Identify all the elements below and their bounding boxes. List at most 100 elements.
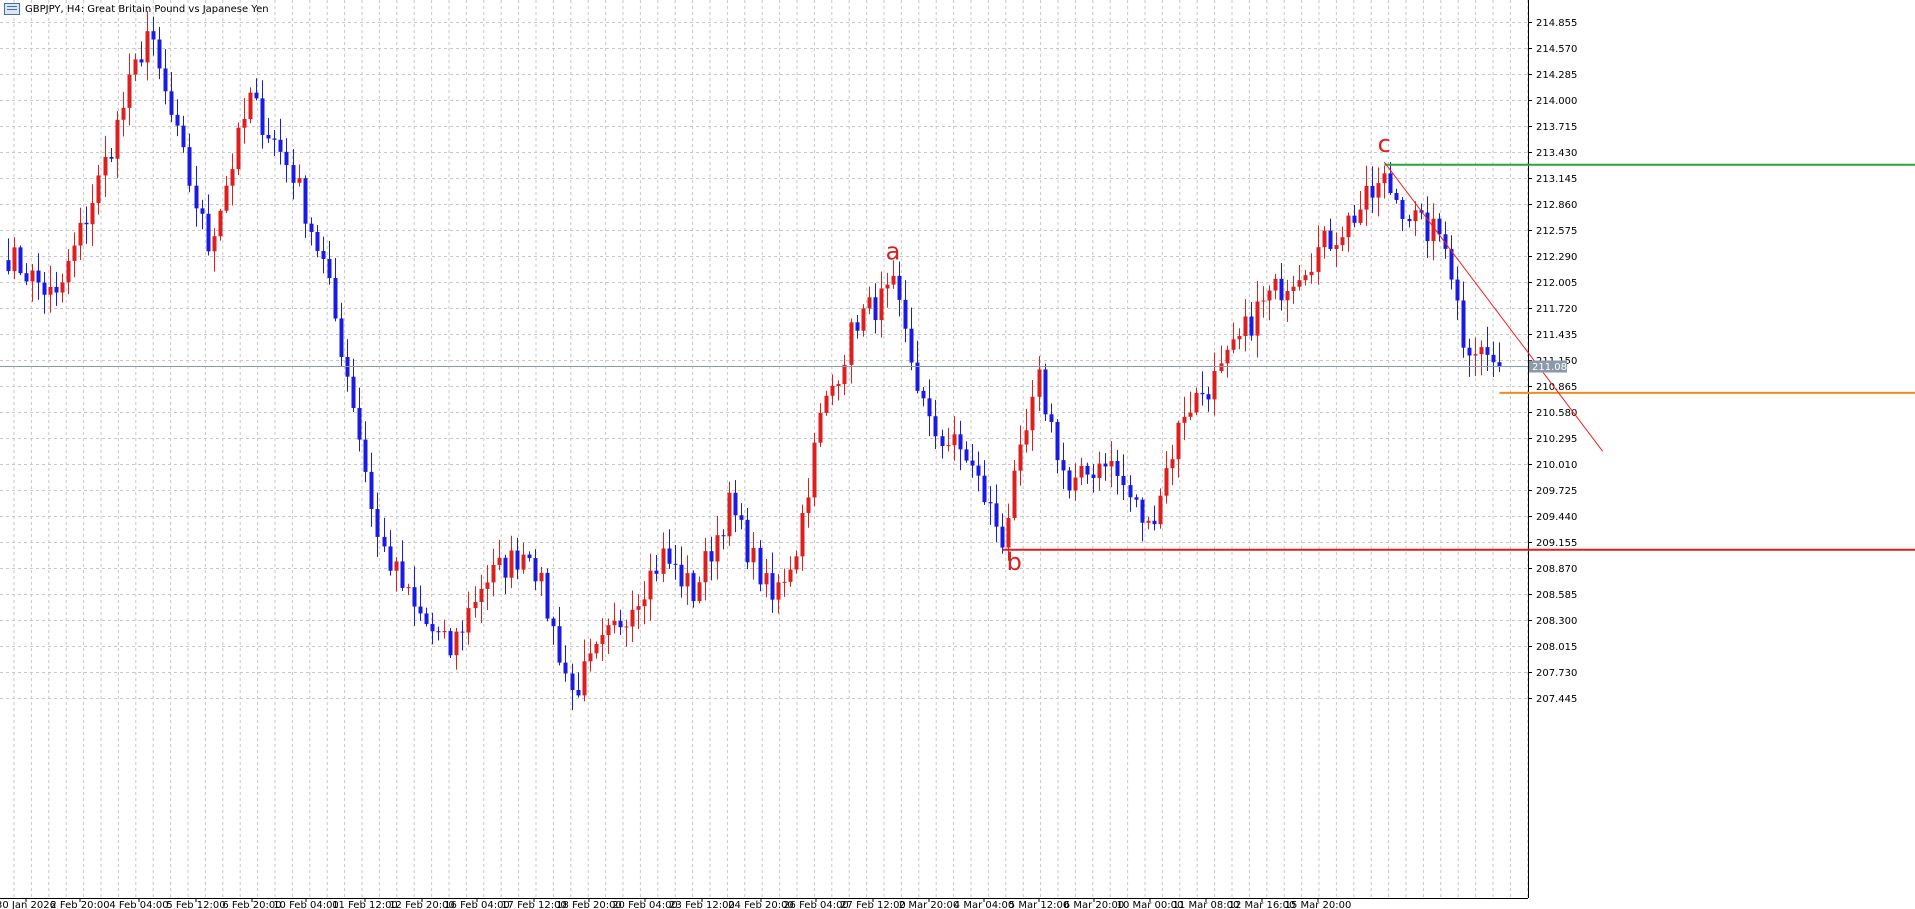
candle-bull: [1285, 291, 1290, 301]
candle-bull: [1346, 215, 1351, 238]
candle-bull: [1194, 392, 1199, 413]
candle-bull: [218, 210, 223, 237]
y-axis-tick-label: 210.580: [1536, 408, 1577, 419]
candle-bull: [782, 581, 787, 583]
candle-bear: [6, 260, 11, 272]
x-axis-tick-label: 20 Feb 04:00: [612, 900, 678, 909]
candle-bear: [254, 92, 259, 99]
candle-bear: [770, 573, 775, 600]
candle-bull: [442, 631, 447, 633]
candle-bear: [988, 502, 993, 504]
candle-bull: [1079, 465, 1084, 478]
y-axis-tick-label: 212.290: [1536, 252, 1577, 263]
candle-bear: [1425, 212, 1430, 242]
candle-bull: [466, 608, 471, 633]
candle-bear: [970, 460, 975, 466]
candle-bear: [18, 247, 23, 274]
y-axis-tick-label: 212.575: [1536, 226, 1577, 237]
candle-bull: [145, 31, 150, 63]
y-axis-tick-label: 207.445: [1536, 694, 1577, 705]
y-axis-tick-label: 209.155: [1536, 538, 1577, 549]
candle-bear: [412, 587, 417, 607]
x-axis-tick-label: 11 Feb 12:00: [332, 900, 398, 909]
candle-bull: [642, 599, 647, 607]
candle-bear: [1352, 215, 1357, 223]
candle-bear: [1043, 369, 1048, 415]
candle-bull: [509, 550, 514, 578]
candle-bull: [946, 445, 951, 447]
candle-bear: [1103, 463, 1108, 467]
candle-bear: [515, 550, 520, 570]
candle-bull: [1382, 173, 1387, 184]
candle-bear: [418, 606, 423, 614]
candle-bull: [582, 661, 587, 696]
candle-bear: [1140, 499, 1145, 523]
candle-bear: [667, 548, 672, 564]
candle-bear: [551, 618, 556, 627]
candle-bull: [1364, 185, 1369, 210]
candle-bull: [1376, 183, 1381, 198]
y-axis-tick-label: 214.570: [1536, 44, 1577, 55]
x-axis-tick-label: 2 Feb 20:00: [50, 900, 109, 909]
candle-bear: [24, 273, 29, 282]
candle-bull: [885, 284, 890, 289]
candle-bull: [648, 570, 653, 600]
x-axis-tick-label: 5 Feb 12:00: [166, 900, 225, 909]
candle-bull: [1255, 301, 1260, 336]
candle-bull: [1006, 518, 1011, 548]
x-axis-tick-label: 16 Feb 04:00: [444, 900, 510, 909]
candle-bear: [187, 147, 192, 186]
candle-bull: [685, 573, 690, 587]
x-axis-tick-label: 24 Feb 20:00: [728, 900, 794, 909]
candle-bear: [873, 297, 878, 321]
candle-bear: [940, 436, 945, 447]
y-axis-tick-label: 214.000: [1536, 96, 1577, 107]
candle-bull: [788, 569, 793, 582]
candle-bull: [1297, 280, 1302, 287]
candle-bear: [369, 471, 374, 510]
y-axis-tick-label: 210.010: [1536, 460, 1577, 471]
candle-bull: [600, 635, 605, 645]
candle-bear: [54, 286, 59, 293]
candle-bull: [90, 203, 95, 225]
candle-bear: [503, 557, 508, 578]
candle-bull: [1164, 468, 1169, 496]
candle-bear: [200, 208, 205, 214]
candle-bull: [1212, 371, 1217, 400]
y-axis-tick-label: 208.300: [1536, 616, 1577, 627]
candle-bull: [1243, 316, 1248, 336]
x-axis-tick-label: 5 Mar 12:00: [1009, 900, 1069, 909]
candle-bear: [563, 662, 568, 674]
candle-bear: [721, 535, 726, 537]
y-axis-tick-label: 210.295: [1536, 434, 1577, 445]
candle-bull: [588, 653, 593, 662]
candle-bear: [1449, 248, 1454, 280]
x-axis-tick-label: 30 Jan 2026: [0, 900, 56, 909]
one-click-trading-icon[interactable]: [4, 3, 20, 15]
candle-bear: [151, 31, 156, 40]
candle-bear: [1407, 218, 1412, 222]
candle-bull: [1037, 369, 1042, 397]
x-axis-tick-label: 6 Feb 20:00: [222, 900, 281, 909]
candle-bull: [133, 59, 138, 75]
candle-bear: [278, 139, 283, 152]
candle-bear: [618, 620, 623, 628]
candle-bull: [394, 561, 399, 571]
candle-bear: [260, 98, 265, 135]
candle-bull: [800, 513, 805, 557]
candle-bull: [1237, 335, 1242, 340]
candle-bull: [1316, 247, 1321, 272]
x-axis-tick-label: 26 Feb 04:00: [783, 900, 849, 909]
candle-bull: [224, 185, 229, 211]
candle-bear: [430, 624, 435, 632]
x-axis-tick-label: 12 Mar 16:00: [1229, 900, 1296, 909]
candle-bear: [1049, 414, 1054, 422]
chart-title-bar: GBPJPY, H4: Great Britain Pound vs Japan…: [4, 2, 269, 16]
candle-bull: [242, 119, 247, 128]
candle-bull: [1322, 230, 1327, 248]
candle-bear: [915, 362, 920, 391]
candle-bear: [745, 519, 750, 563]
y-axis-tick-label: 213.145: [1536, 174, 1577, 185]
